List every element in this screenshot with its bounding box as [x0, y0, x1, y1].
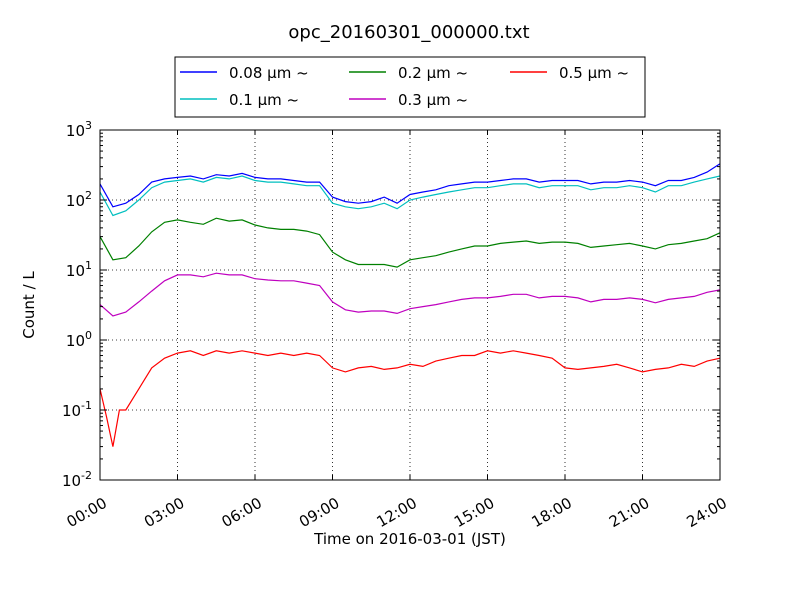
- y-tick-label: 101: [66, 259, 92, 280]
- x-tick-label: 06:00: [219, 494, 265, 531]
- series-line-1: [99, 175, 721, 217]
- x-tick-label: 00:00: [64, 494, 110, 531]
- legend-label-3: 0.3 μm ~: [398, 91, 468, 109]
- series-group: [99, 163, 721, 447]
- x-tick-label: 03:00: [141, 494, 187, 531]
- legend-label-0: 0.08 μm ~: [229, 64, 309, 82]
- y-tick-labels: 10-2 10-1 100 101 102 103: [62, 119, 92, 490]
- series-line-4: [99, 350, 721, 447]
- x-tick-label: 18:00: [529, 494, 575, 531]
- x-tick-labels: 00:00 03:00 06:00 09:00 12:00 15:00 18:00 21:00…: [64, 494, 730, 531]
- x-tick-label: 12:00: [374, 494, 420, 531]
- x-tick-label: 09:00: [296, 494, 342, 531]
- legend-label-1: 0.1 μm ~: [229, 91, 299, 109]
- plot-area: [100, 130, 720, 480]
- legend-label-4: 0.5 μm ~: [559, 64, 629, 82]
- y-tick-label: 100: [66, 329, 92, 350]
- series-line-0: [99, 163, 721, 208]
- y-tick-label: 103: [66, 119, 92, 140]
- x-tick-label: 15:00: [451, 494, 497, 531]
- tick-marks: [99, 129, 721, 481]
- y-tick-label: 10-1: [62, 399, 92, 420]
- grid: [100, 130, 720, 480]
- x-tick-label: 21:00: [606, 494, 652, 531]
- series-line-2: [99, 217, 721, 268]
- y-tick-label: 102: [66, 189, 92, 210]
- y-axis-label: Count / L: [20, 271, 38, 339]
- x-tick-label: 24:00: [684, 494, 730, 531]
- chart-title: opc_20160301_000000.txt: [288, 22, 529, 43]
- series-line-3: [99, 272, 721, 317]
- legend-label-2: 0.2 μm ~: [398, 64, 468, 82]
- legend-box: [174, 56, 646, 118]
- y-tick-label: 10-2: [62, 469, 92, 490]
- x-axis-label: Time on 2016-03-01 (JST): [313, 530, 506, 548]
- legend: 0.08 μm ~ 0.1 μm ~ 0.2 μm ~ 0.3 μm ~ 0.5 μm …: [174, 56, 646, 118]
